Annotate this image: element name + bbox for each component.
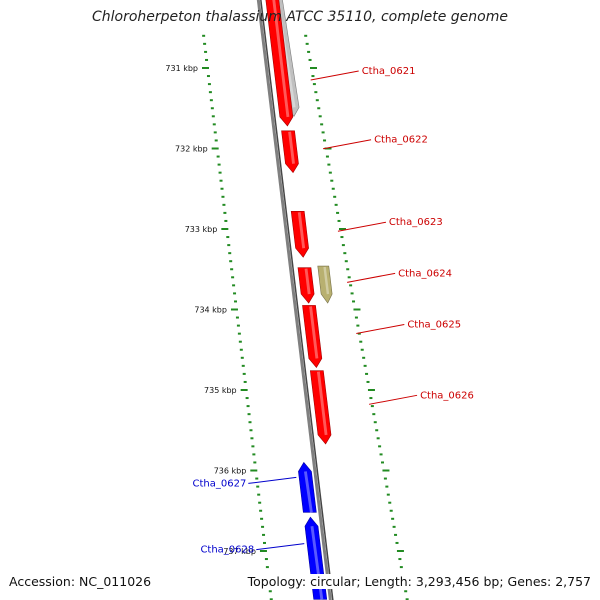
scale-label: 733 kbp [185,225,218,234]
leader-Ctha_0621 [310,70,359,81]
backbone-edge [260,0,334,600]
gene-Ctha_0626[interactable] [309,370,332,445]
scale-label: 736 kbp [214,467,247,476]
label-leader-lines [248,70,418,551]
label-Ctha_0622[interactable]: Ctha_0622 [374,135,428,146]
gene-Ctha_0624-shape [297,267,315,304]
label-Ctha_0624[interactable]: Ctha_0624 [398,268,452,279]
gene-features [265,0,333,600]
gene-Ctha_0623[interactable] [290,210,309,258]
leader-Ctha_0628 [256,543,305,551]
scale-labels: 731 kbp 732 kbp 733 kbp 734 kbp 735 kbp 736 k… [165,64,256,556]
accession-text: Accession: NC_011026 [8,574,153,589]
olive-feature[interactable] [317,265,333,304]
gene-Ctha_0624[interactable] [297,267,315,304]
leader-Ctha_0624 [347,272,396,283]
label-Ctha_0628[interactable]: Ctha_0628 [200,545,254,556]
scale-label: 737 kbp [223,547,256,556]
label-Ctha_0625[interactable]: Ctha_0625 [407,319,461,330]
gene-Ctha_0627[interactable] [298,461,317,513]
label-Ctha_0621[interactable]: Ctha_0621 [362,66,416,77]
gene-Ctha_0624-highlight [304,268,311,295]
gene-labels: Ctha_0621 Ctha_0622 Ctha_0623 Ctha_0624 Ctha… [193,66,474,556]
leader-Ctha_0627 [248,476,297,484]
label-Ctha_0623[interactable]: Ctha_0623 [389,217,443,228]
label-Ctha_0626[interactable]: Ctha_0626 [420,390,474,401]
leader-Ctha_0626 [368,394,418,405]
gene-Ctha_0621[interactable] [265,0,294,127]
leader-Ctha_0623 [337,221,387,232]
scale-label: 732 kbp [175,145,208,154]
scale-label: 734 kbp [194,306,227,315]
label-Ctha_0627[interactable]: Ctha_0627 [193,478,247,489]
gene-Ctha_0625[interactable] [302,305,323,368]
gene-Ctha_0622[interactable] [281,130,299,174]
genome-summary-text: Topology: circular; Length: 3,293,456 bp… [246,574,592,589]
genome-backbone [256,0,334,600]
backbone-line [256,0,332,600]
gene-Ctha_0621-highlight [272,0,290,118]
gene-Ctha_0622-highlight [288,131,295,164]
olive-feature-highlight [323,266,330,295]
leader-Ctha_0622 [322,139,372,150]
gene-Ctha_0623-highlight [297,212,306,249]
scale-label: 735 kbp [204,386,237,395]
gene-Ctha_0626-highlight [316,371,328,436]
gene-Ctha_0625-highlight [309,306,319,359]
map-title: Chloroherpeton thalassium ATCC 35110, co… [92,9,508,25]
scale-label: 731 kbp [165,64,198,73]
gene-Ctha_0627-highlight [303,471,313,513]
leader-Ctha_0625 [356,323,405,334]
scale-ticks-inner [202,34,273,600]
